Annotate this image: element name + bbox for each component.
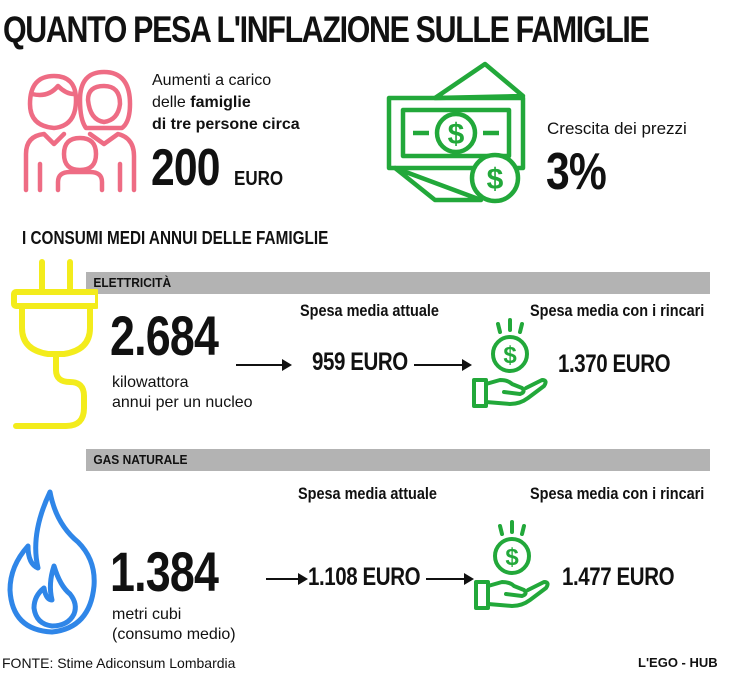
family-text-line1: Aumenti a carico (152, 72, 272, 89)
section-title: I CONSUMI MEDI ANNUI DELLE FAMIGLIE (22, 228, 329, 248)
electricity-header: ELETTRICITÀ (93, 275, 172, 290)
price-growth-value: 3% (546, 143, 607, 201)
electricity-consumption: 2.684 (110, 304, 219, 367)
plug-icon (11, 259, 98, 429)
gas-current-value: 1.108 EURO (308, 563, 421, 591)
electricity-new-value: 1.370 EURO (558, 350, 671, 378)
family-text-line3: di tre persone circa (152, 116, 300, 133)
svg-text:$: $ (448, 118, 465, 151)
gas-consumption: 1.384 (110, 540, 219, 603)
gas-current-label: Spesa media attuale (298, 484, 437, 503)
arrow-right-icon (266, 573, 308, 585)
banknote-icon: $ $ (386, 61, 526, 204)
svg-text:$: $ (487, 163, 504, 196)
brand-logo-text: L'EGO - HUB (638, 655, 718, 670)
electricity-header-bar: ELETTRICITÀ (86, 272, 710, 294)
gas-new-label: Spesa media con i rincari (530, 484, 705, 503)
svg-text:$: $ (503, 342, 517, 369)
electricity-new-label: Spesa media con i rincari (530, 301, 705, 320)
electricity-desc-line2: annui per un nucleo (112, 394, 253, 411)
page-title: QUANTO PESA L'INFLAZIONE SULLE FAMIGLIE (3, 9, 650, 50)
electricity-current-value: 959 EURO (312, 348, 408, 376)
gas-new-value: 1.477 EURO (562, 563, 675, 591)
gas-header: GAS NATURALE (93, 452, 188, 467)
hand-coin-icon: $ (472, 318, 548, 408)
electricity-current-label: Spesa media attuale (300, 301, 439, 320)
flame-icon (7, 489, 97, 635)
hand-coin-icon: $ (474, 520, 550, 610)
gas-desc-line1: metri cubi (112, 606, 182, 623)
family-amount: 200 (151, 139, 221, 197)
arrow-right-icon (426, 573, 474, 585)
family-amount-unit: EURO (234, 168, 284, 190)
svg-text:$: $ (505, 544, 519, 571)
electricity-desc-line1: kilowattora (112, 374, 189, 391)
gas-desc-line2: (consumo medio) (112, 626, 236, 643)
arrow-right-icon (414, 359, 472, 371)
gas-header-bar: GAS NATURALE (86, 449, 710, 471)
price-growth-label: Crescita dei prezzi (547, 119, 687, 138)
family-text-line2: delle famiglie (152, 94, 251, 111)
source-note: FONTE: Stime Adiconsum Lombardia (2, 655, 236, 671)
arrow-right-icon (236, 359, 292, 371)
family-icon (23, 69, 137, 193)
